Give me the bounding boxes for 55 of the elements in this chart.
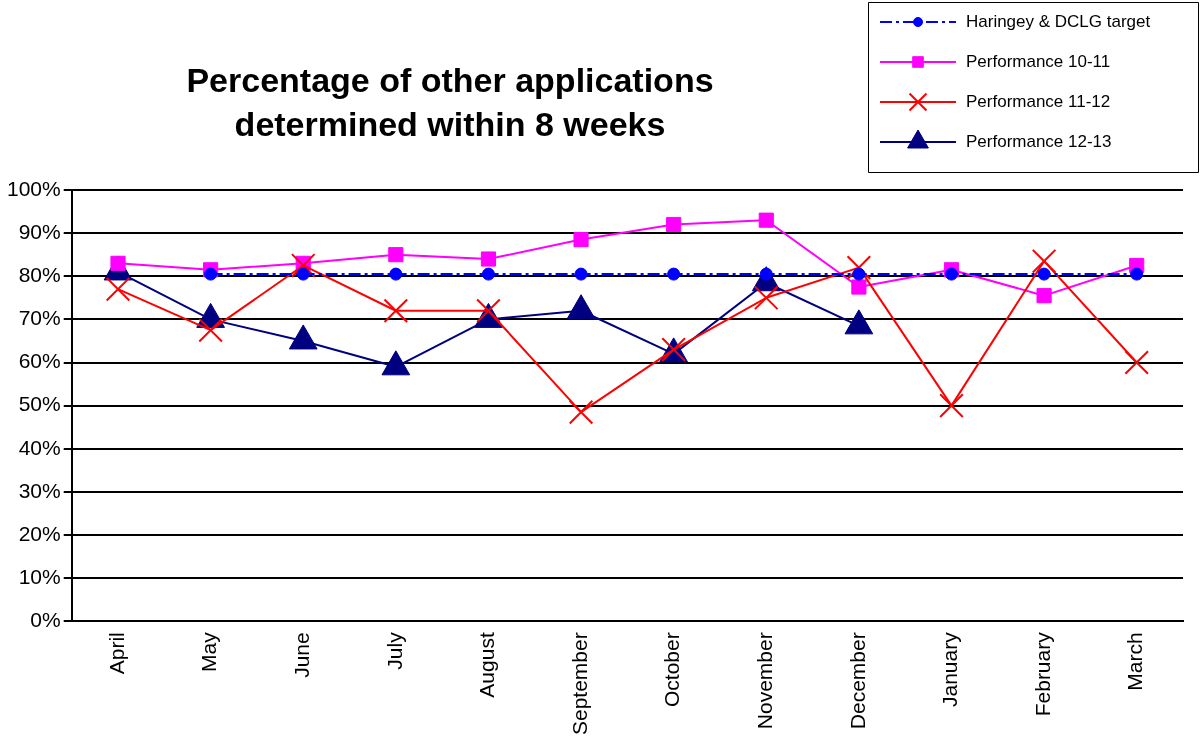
y-tick-label: 40% (18, 435, 61, 459)
y-tick-label: 90% (18, 219, 61, 243)
point (296, 267, 310, 281)
point (846, 255, 872, 280)
point (290, 253, 316, 278)
point (944, 267, 958, 281)
point (480, 251, 497, 267)
point (666, 216, 682, 233)
point (389, 267, 403, 281)
point (105, 276, 131, 302)
point (573, 232, 589, 248)
point (1124, 350, 1150, 375)
legend-label: Performance 12-13 (966, 131, 1112, 151)
point (198, 317, 223, 343)
y-tick-label: 80% (18, 263, 61, 287)
point (574, 267, 588, 281)
point (939, 393, 964, 418)
x-tick-label: August (475, 632, 499, 698)
point (1031, 248, 1057, 274)
y-tick-label: 30% (18, 478, 61, 502)
y-tick-label: 100% (6, 176, 61, 200)
chart-title: Percentage of other applications determined within 8 weeks (186, 61, 714, 144)
legend-label: Performance 11-12 (966, 91, 1111, 111)
x-tick-label: April (104, 632, 128, 675)
point (383, 298, 409, 324)
point (568, 399, 594, 425)
x-tick-label: November (753, 632, 777, 730)
point (1037, 267, 1051, 281)
point (1036, 288, 1052, 304)
point (481, 267, 495, 281)
legend-label: Performance 10-11 (966, 51, 1111, 71)
y-tick-label: 0% (30, 608, 61, 632)
x-tick-label: May (197, 631, 221, 672)
point (852, 267, 866, 281)
point (204, 267, 218, 281)
y-tick-label: 20% (18, 521, 61, 545)
point (1130, 267, 1144, 281)
x-tick-label: February (1030, 631, 1054, 717)
y-tick-label: 10% (18, 564, 61, 588)
x-tick-label: March (1123, 632, 1147, 691)
point (758, 212, 774, 228)
x-tick-label: October (660, 632, 684, 707)
point (851, 279, 867, 295)
x-tick-label: July (382, 631, 406, 670)
y-tick-label: 60% (18, 349, 61, 373)
y-tick-label: 70% (18, 306, 61, 330)
point (753, 285, 779, 311)
y-tick-label: 50% (18, 392, 61, 416)
x-tick-label: December (845, 632, 869, 730)
legend-label: Haringey & DCLG target (966, 11, 1151, 31)
point (388, 247, 404, 263)
point (667, 267, 681, 281)
x-tick-label: June (290, 632, 314, 678)
x-tick-label: January (938, 631, 962, 707)
x-tick-label: September (567, 632, 591, 736)
